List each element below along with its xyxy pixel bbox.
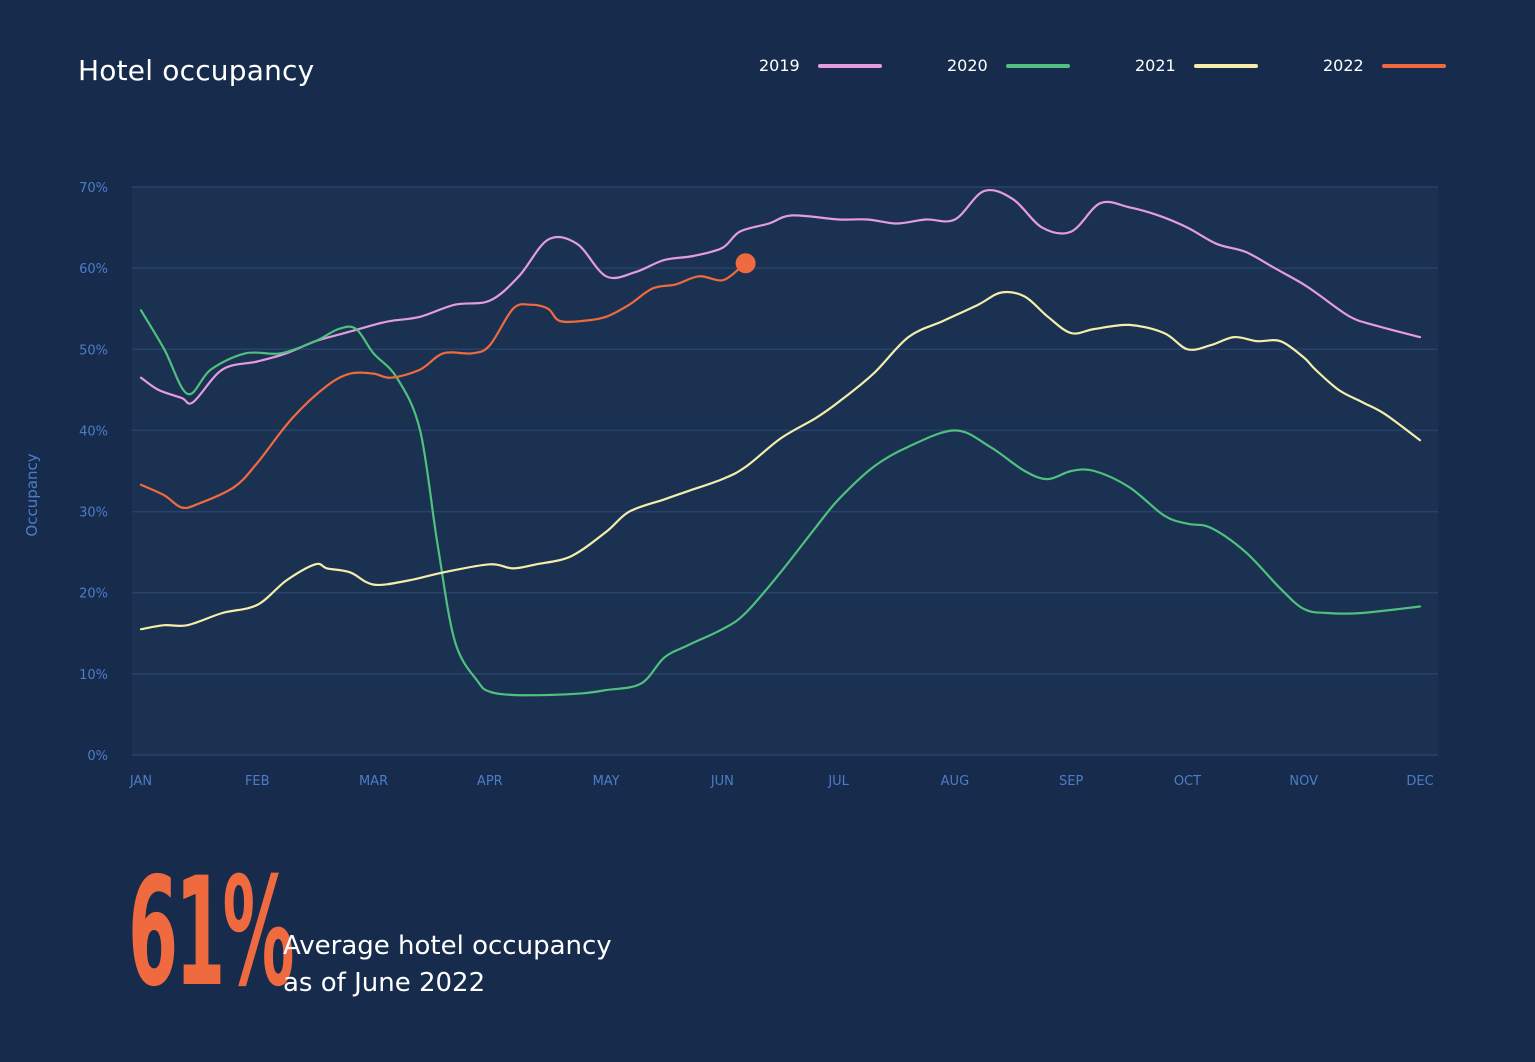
legend-label: 2022	[1323, 56, 1364, 75]
y-tick-label: 20%	[79, 587, 108, 602]
y-tick-label: 40%	[79, 424, 108, 439]
x-tick-label: MAY	[593, 774, 620, 789]
y-tick-label: 70%	[79, 181, 108, 196]
caption-line-2: as of June 2022	[283, 968, 486, 998]
plot-background	[132, 187, 1438, 755]
y-axis-label: Occupancy	[23, 453, 41, 536]
legend-label: 2021	[1135, 56, 1176, 75]
legend: 2019 2020 2021 2022	[0, 56, 1535, 86]
y-axis-ticks: 0% 10% 20% 30% 40% 50% 60% 70%	[79, 181, 108, 764]
legend-item-2020: 2020	[947, 56, 1070, 75]
x-tick-label: JUL	[827, 774, 849, 789]
legend-swatch	[1005, 63, 1070, 68]
series-lines	[139, 188, 1422, 697]
legend-label: 2020	[947, 56, 988, 75]
x-tick-label: SEP	[1059, 774, 1083, 789]
x-tick-label: AUG	[941, 774, 969, 789]
chart-title: Hotel occupancy	[78, 54, 315, 87]
x-tick-label: DEC	[1406, 774, 1433, 789]
legend-item-2021: 2021	[1135, 56, 1258, 75]
current-value-marker	[735, 253, 756, 274]
x-tick-label: MAR	[359, 774, 388, 789]
x-tick-label: NOV	[1289, 774, 1318, 789]
headline-value: 61%	[128, 846, 295, 1020]
series-line-2020	[139, 309, 1422, 697]
y-tick-label: 30%	[79, 506, 108, 521]
x-tick-label: APR	[477, 774, 503, 789]
y-tick-label: 0%	[87, 749, 108, 764]
legend-swatch	[1381, 63, 1446, 68]
series-line-2022	[139, 267, 741, 510]
y-tick-label: 50%	[79, 343, 108, 358]
x-axis-ticks: JAN FEB MAR APR MAY JUN JUL AUG SEP OCT NOV DEC	[129, 774, 1434, 789]
legend-item-2022: 2022	[1323, 56, 1446, 75]
legend-label: 2019	[759, 56, 800, 75]
gridlines	[132, 186, 1438, 756]
y-tick-label: 60%	[79, 262, 108, 277]
series-line-2019	[139, 188, 1422, 405]
caption-line-1: Average hotel occupancy	[283, 931, 612, 961]
headline-caption: Average hotel occupancy as of June 2022	[283, 928, 703, 1002]
x-tick-label: FEB	[245, 774, 270, 789]
y-tick-label: 10%	[79, 668, 108, 683]
x-tick-label: OCT	[1174, 774, 1201, 789]
x-tick-label: JUN	[710, 774, 734, 789]
x-tick-label: JAN	[129, 774, 152, 789]
legend-swatch	[1193, 63, 1258, 68]
legend-item-2019: 2019	[759, 56, 882, 75]
series-line-2021	[139, 290, 1422, 631]
legend-swatch	[817, 63, 882, 68]
